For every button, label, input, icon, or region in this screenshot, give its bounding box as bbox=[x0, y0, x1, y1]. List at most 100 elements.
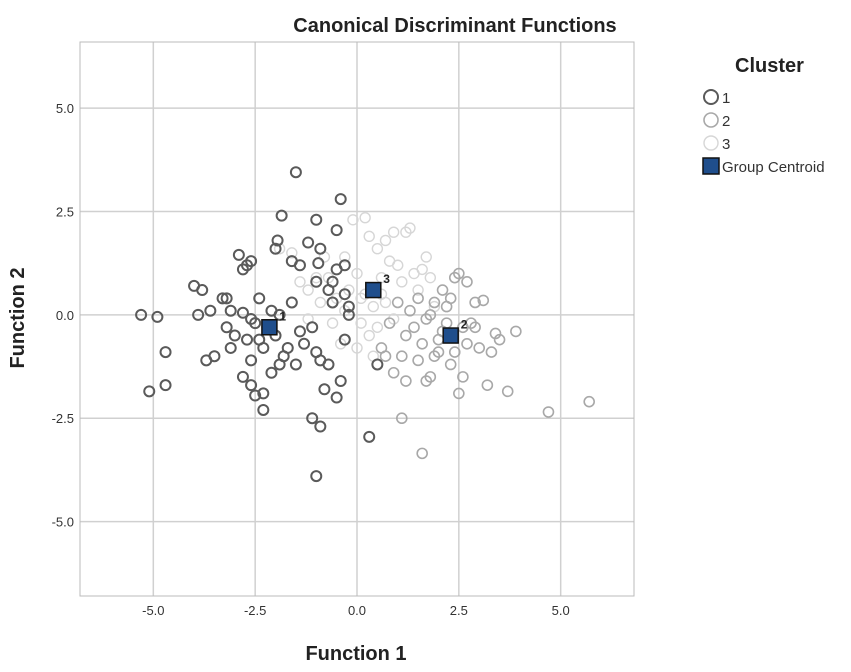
data-points bbox=[135, 166, 595, 483]
cluster-1-point bbox=[310, 275, 323, 288]
cluster-2-point bbox=[412, 292, 424, 305]
x-tick-label: 5.0 bbox=[552, 603, 570, 618]
cluster-2-point bbox=[424, 309, 437, 321]
cluster-2-point bbox=[453, 387, 465, 400]
cluster-3-point bbox=[339, 251, 351, 263]
cluster-2-point bbox=[379, 350, 392, 363]
cluster-2-point bbox=[391, 296, 404, 309]
legend-title: Cluster bbox=[735, 55, 804, 77]
cluster-2-point bbox=[396, 350, 408, 363]
cluster-1-point bbox=[253, 333, 266, 346]
cluster-1-point bbox=[314, 242, 327, 255]
cluster-2-point bbox=[485, 346, 498, 358]
cluster-1-point bbox=[257, 387, 270, 400]
y-axis-title: Function 2 bbox=[7, 267, 29, 368]
cluster-3-point bbox=[392, 259, 404, 271]
cluster-1-point bbox=[342, 300, 355, 313]
cluster-2-point bbox=[420, 375, 433, 387]
tick-labels: -5.0 -2.5 0.0 2.5 5.0 -5.0 -2.5 0.0 2.5 5.0 bbox=[52, 101, 570, 618]
cluster-2-point bbox=[400, 375, 412, 387]
cluster-1-point bbox=[236, 306, 249, 319]
cluster-1-point bbox=[224, 304, 237, 317]
cluster-3-point bbox=[351, 267, 363, 280]
cluster-3-point bbox=[400, 226, 412, 238]
cluster-1-point bbox=[253, 292, 266, 305]
cluster-3-point bbox=[416, 263, 428, 276]
cluster-1-point bbox=[318, 383, 331, 396]
cluster-1-point bbox=[196, 284, 209, 297]
cluster-1-point bbox=[285, 296, 298, 309]
legend-entry-label: 3 bbox=[722, 136, 730, 153]
cluster-2-point bbox=[489, 327, 502, 340]
cluster-2-point bbox=[510, 325, 522, 338]
y-tick-label: -5.0 bbox=[52, 515, 74, 530]
cluster-2-point bbox=[440, 317, 453, 329]
cluster-3-point bbox=[355, 292, 367, 305]
cluster-3-point bbox=[355, 317, 367, 329]
y-tick-label: -2.5 bbox=[52, 411, 74, 426]
cluster-2-point bbox=[448, 346, 461, 358]
plot-frame bbox=[79, 41, 635, 597]
cluster-3-point bbox=[302, 284, 314, 296]
cluster-1-point bbox=[306, 412, 319, 425]
cluster-1-point bbox=[310, 213, 323, 226]
cluster-1-point bbox=[310, 470, 323, 483]
cluster-2-point bbox=[408, 321, 420, 334]
cluster-1-point bbox=[338, 288, 351, 301]
cluster-2-point bbox=[461, 275, 473, 288]
cluster-1-point bbox=[273, 308, 286, 321]
cluster-1-point bbox=[241, 333, 254, 346]
cluster-1-point bbox=[275, 209, 288, 222]
cluster-1-point bbox=[330, 391, 343, 404]
cluster-1-point bbox=[236, 370, 249, 383]
cluster-1-point bbox=[220, 292, 233, 305]
cluster-2-point bbox=[428, 296, 441, 309]
cluster-2-point bbox=[542, 406, 555, 418]
cluster-1-point bbox=[298, 337, 311, 350]
centroid-3-label: 3 bbox=[383, 272, 390, 286]
cluster-1-point bbox=[265, 366, 278, 379]
cluster-3-point bbox=[363, 329, 375, 342]
cluster-1-point bbox=[334, 375, 347, 388]
cluster-1-point bbox=[245, 255, 258, 268]
cluster-3-point bbox=[371, 243, 384, 255]
cluster-1-point bbox=[249, 317, 262, 330]
legend: Cluster 1 2 3 Group Centroid bbox=[702, 55, 825, 176]
cluster-2-point bbox=[432, 346, 445, 358]
cluster-2-point bbox=[444, 358, 457, 371]
x-tick-label: -5.0 bbox=[142, 603, 164, 618]
legend-entry-label: 1 bbox=[722, 90, 730, 107]
cluster-1-point bbox=[232, 248, 245, 261]
cluster-3-point bbox=[286, 247, 298, 259]
cluster-3-point bbox=[359, 212, 371, 224]
x-tick-label: -2.5 bbox=[244, 603, 266, 618]
cluster-2-point bbox=[400, 329, 412, 342]
cluster-2-point bbox=[383, 317, 396, 329]
cluster-1-point bbox=[228, 329, 241, 342]
cluster-1-point bbox=[338, 333, 351, 346]
legend-entry-label: Group Centroid bbox=[722, 159, 825, 176]
cluster-3-point bbox=[404, 222, 416, 234]
cluster-3-point bbox=[379, 234, 392, 247]
cluster-3-point bbox=[412, 284, 424, 296]
cluster-1-point bbox=[306, 321, 319, 334]
cluster-3-point bbox=[273, 243, 286, 255]
cluster-2-point bbox=[404, 304, 416, 317]
cluster-2-point bbox=[387, 366, 400, 379]
centroid-2-marker bbox=[442, 327, 459, 344]
cluster-1-point bbox=[293, 325, 306, 338]
cluster-2-point bbox=[416, 338, 428, 350]
x-tick-label: 0.0 bbox=[348, 603, 366, 618]
cluster-2-point bbox=[457, 321, 469, 334]
cluster-1-point bbox=[204, 304, 217, 317]
y-tick-label: 5.0 bbox=[56, 101, 74, 116]
cluster-3-point bbox=[396, 276, 408, 288]
centroid-3-marker bbox=[365, 281, 382, 299]
cluster-3-point bbox=[351, 342, 363, 354]
cluster-1-point bbox=[135, 308, 148, 321]
cluster-1-point bbox=[269, 242, 282, 255]
cluster-2-point bbox=[396, 412, 408, 425]
cluster-1-point bbox=[151, 310, 164, 323]
cluster-2-point bbox=[416, 447, 428, 460]
